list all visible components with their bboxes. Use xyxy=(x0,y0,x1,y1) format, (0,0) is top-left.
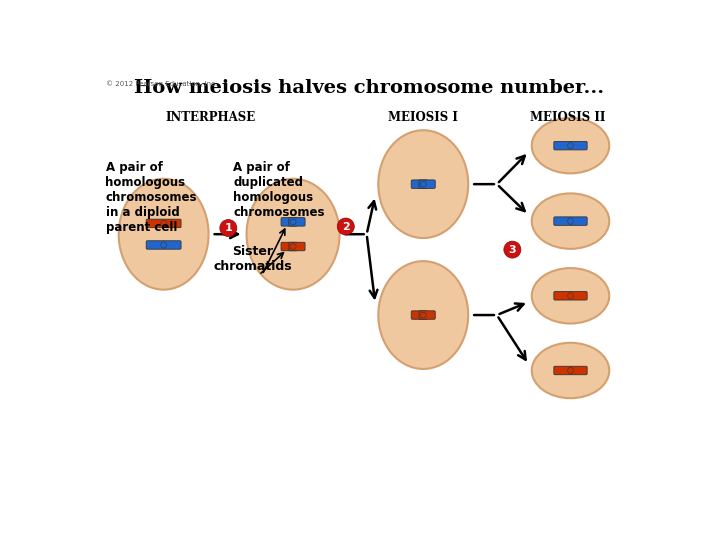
FancyBboxPatch shape xyxy=(554,217,588,225)
Circle shape xyxy=(504,241,521,258)
Ellipse shape xyxy=(532,193,609,249)
Text: A pair of
homologous
chromosomes
in a diploid
parent cell: A pair of homologous chromosomes in a di… xyxy=(106,161,197,234)
Text: MEIOSIS I: MEIOSIS I xyxy=(388,111,458,124)
FancyBboxPatch shape xyxy=(289,242,305,251)
Ellipse shape xyxy=(532,268,609,323)
Ellipse shape xyxy=(420,312,426,318)
Text: INTERPHASE: INTERPHASE xyxy=(165,111,256,124)
Text: MEIOSIS II: MEIOSIS II xyxy=(531,111,606,124)
Circle shape xyxy=(337,218,354,235)
FancyBboxPatch shape xyxy=(554,141,588,150)
Ellipse shape xyxy=(246,179,340,289)
Ellipse shape xyxy=(290,244,296,249)
FancyBboxPatch shape xyxy=(281,218,297,226)
Ellipse shape xyxy=(119,179,209,289)
Ellipse shape xyxy=(532,343,609,398)
Ellipse shape xyxy=(567,293,573,299)
Text: Sister
chromatids: Sister chromatids xyxy=(213,245,292,273)
Ellipse shape xyxy=(161,220,166,227)
Ellipse shape xyxy=(378,130,468,238)
FancyBboxPatch shape xyxy=(419,311,436,319)
Ellipse shape xyxy=(290,219,296,225)
FancyBboxPatch shape xyxy=(419,180,436,188)
Text: How meiosis halves chromosome number...: How meiosis halves chromosome number... xyxy=(134,79,604,97)
Text: © 2012 Pearson Education, Inc.: © 2012 Pearson Education, Inc. xyxy=(106,80,217,87)
Ellipse shape xyxy=(567,218,573,224)
FancyBboxPatch shape xyxy=(554,292,588,300)
Ellipse shape xyxy=(378,261,468,369)
Text: 3: 3 xyxy=(508,245,516,254)
FancyBboxPatch shape xyxy=(411,311,428,319)
FancyBboxPatch shape xyxy=(289,218,305,226)
FancyBboxPatch shape xyxy=(554,366,588,375)
FancyBboxPatch shape xyxy=(146,241,181,249)
Ellipse shape xyxy=(532,118,609,173)
Ellipse shape xyxy=(420,181,426,187)
Text: 1: 1 xyxy=(225,223,233,233)
FancyBboxPatch shape xyxy=(281,242,297,251)
FancyBboxPatch shape xyxy=(411,180,428,188)
Text: 2: 2 xyxy=(342,221,350,232)
FancyBboxPatch shape xyxy=(146,219,181,228)
Ellipse shape xyxy=(567,143,573,149)
Text: A pair of
duplicated
homologous
chromosomes: A pair of duplicated homologous chromoso… xyxy=(233,161,325,219)
Ellipse shape xyxy=(567,367,573,374)
Circle shape xyxy=(220,220,237,237)
Ellipse shape xyxy=(161,242,166,248)
